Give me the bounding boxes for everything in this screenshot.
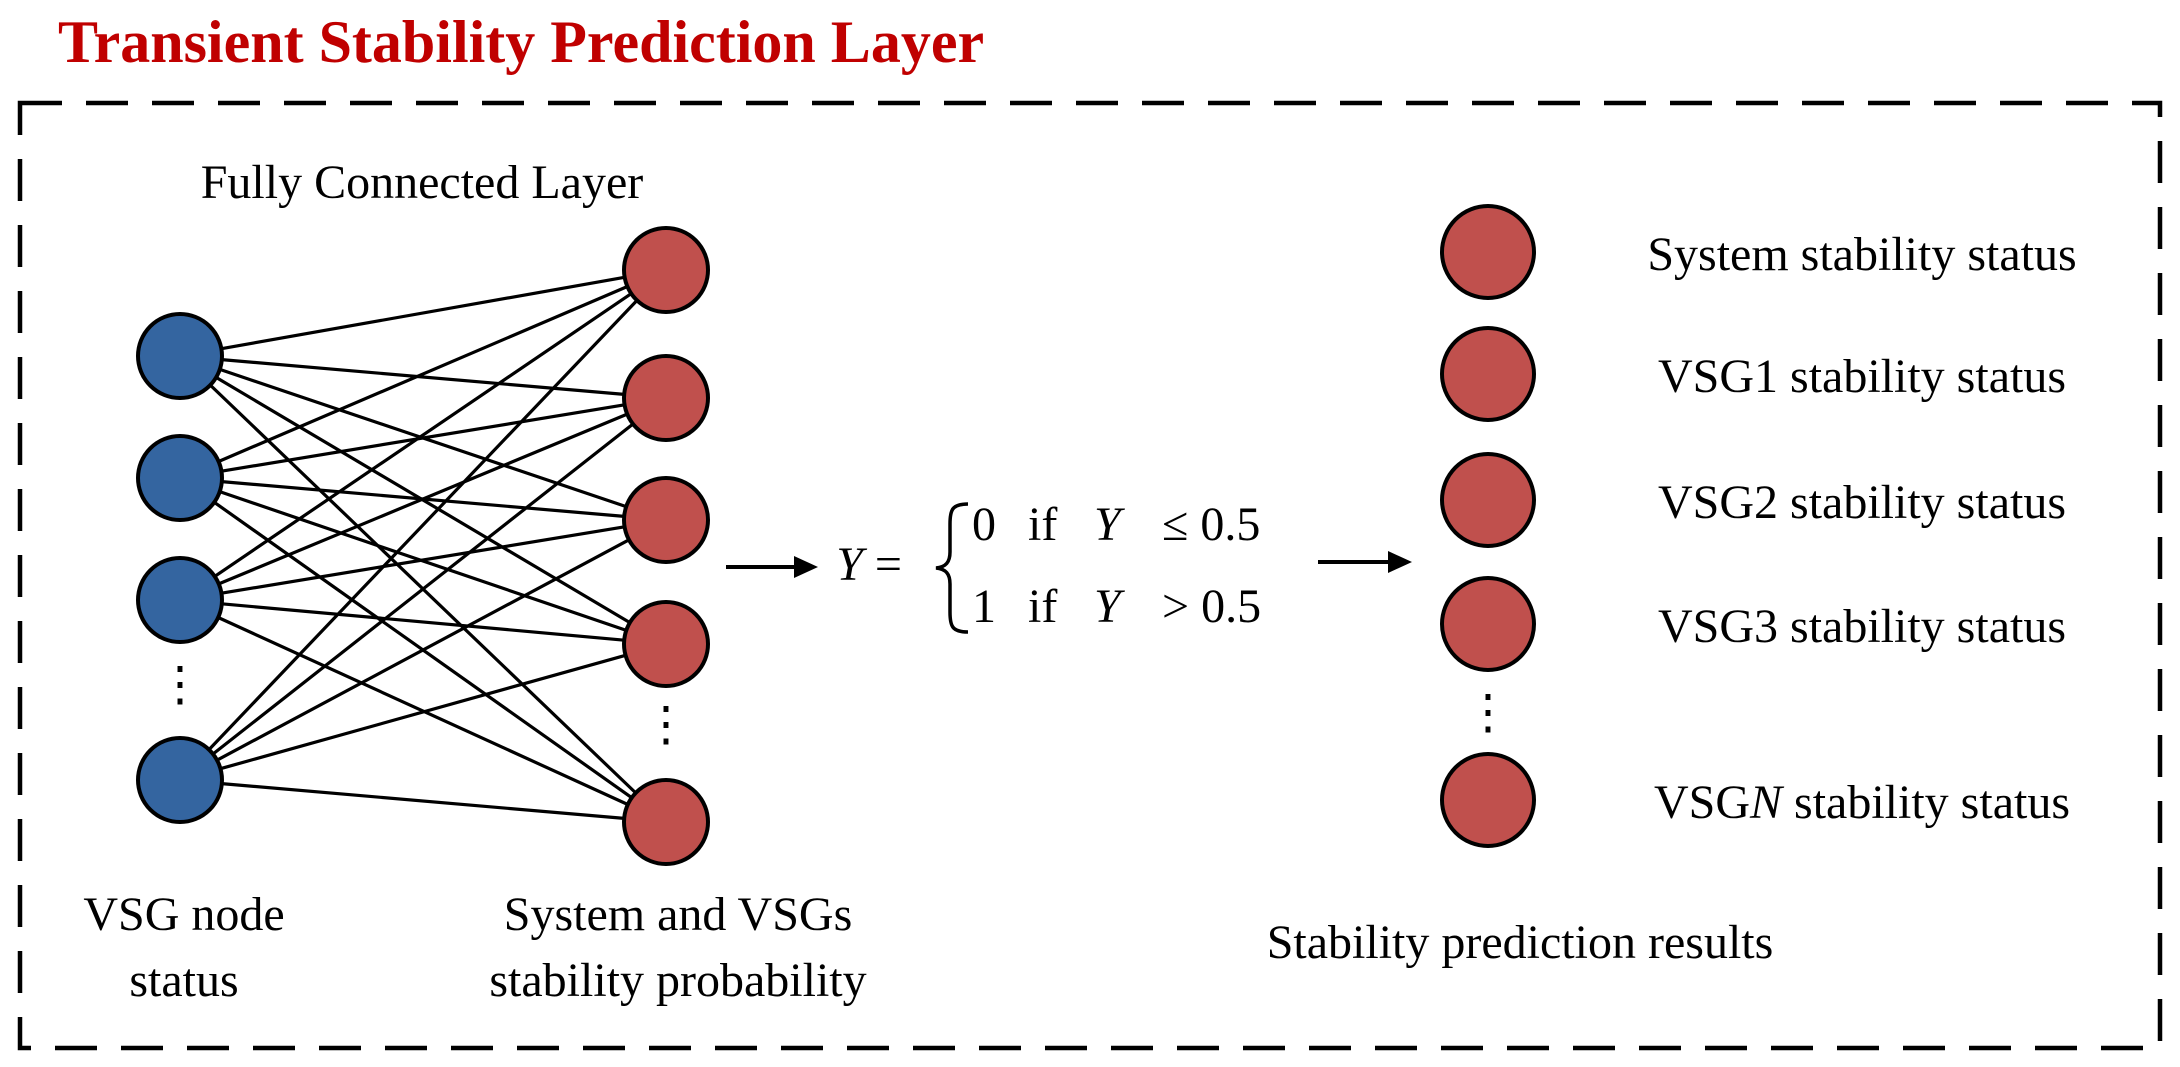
case1-cond: ≤ 0.5 — [1162, 498, 1260, 551]
result-label: VSGN stability status — [1654, 776, 2070, 829]
input-label-line1: VSG node — [83, 888, 284, 941]
input-node — [136, 434, 224, 522]
result-node — [1440, 752, 1536, 848]
input-layer — [136, 312, 224, 824]
result-node — [1440, 576, 1536, 672]
probability-node — [622, 354, 710, 442]
input-ellipsis: ⋮ — [156, 658, 204, 711]
connection-line — [221, 403, 625, 473]
result-node — [1440, 204, 1536, 300]
connection-line — [207, 299, 639, 751]
connection-line — [216, 538, 630, 762]
connection-line — [221, 782, 625, 820]
results-caption: Stability prediction results — [1267, 916, 1774, 969]
diagram-title: Transient Stability Prediction Layer — [58, 9, 984, 75]
svg-text:1 if Y > 0.5: 1 if Y > 0.5 — [972, 580, 1261, 633]
svg-text:0 if Y ≤ 0.5: 0 if Y ≤ 0.5 — [972, 498, 1260, 551]
connection-line — [212, 422, 634, 756]
probability-node — [622, 600, 710, 688]
equation-lhs: Y = — [836, 538, 902, 591]
result-label: VSG2 stability status — [1658, 476, 2066, 529]
case1-var: Y — [1094, 498, 1125, 551]
arrow-to-results — [1318, 551, 1412, 573]
fully-connected-layer-label: Fully Connected Layer — [201, 156, 644, 209]
threshold-equation: Y = 0 if Y ≤ 0.5 1 if Y > 0.5 — [836, 498, 1261, 634]
input-node — [136, 736, 224, 824]
input-node — [136, 556, 224, 644]
probability-node — [622, 778, 710, 866]
connection-line — [217, 285, 629, 463]
result-list: System stability status VSG1 stability s… — [1440, 204, 2077, 848]
case1-value: 0 — [972, 498, 996, 551]
result-label: System stability status — [1647, 228, 2076, 281]
probability-node — [622, 476, 710, 564]
connection-lines — [207, 275, 639, 820]
probability-node — [622, 226, 710, 314]
arrow-to-equation — [726, 556, 818, 578]
case1-if: if — [1028, 498, 1057, 551]
connection-line — [221, 275, 625, 351]
result-node — [1440, 326, 1536, 422]
dashed-frame — [17, 100, 2163, 1051]
output-layer — [622, 226, 710, 866]
case2-cond: > 0.5 — [1162, 580, 1261, 633]
output-ellipsis: ⋮ — [642, 698, 690, 751]
connection-line — [218, 412, 628, 586]
input-label-line2: status — [129, 954, 238, 1007]
connection-line — [213, 292, 633, 578]
result-node — [1440, 452, 1536, 548]
case2-if: if — [1028, 580, 1057, 633]
case2-value: 1 — [972, 580, 996, 633]
result-label: VSG1 stability status — [1658, 350, 2066, 403]
connection-line — [221, 358, 625, 396]
connection-line — [221, 525, 625, 595]
output-label-line1: System and VSGs — [504, 888, 853, 941]
result-ellipsis: ⋮ — [1464, 686, 1512, 739]
case2-var: Y — [1094, 580, 1125, 633]
input-node — [136, 312, 224, 400]
result-label: VSG3 stability status — [1658, 600, 2066, 653]
output-label-line2: stability probability — [489, 954, 866, 1007]
connection-line — [219, 653, 627, 771]
equation-brace — [935, 502, 969, 634]
connection-line — [221, 602, 625, 642]
